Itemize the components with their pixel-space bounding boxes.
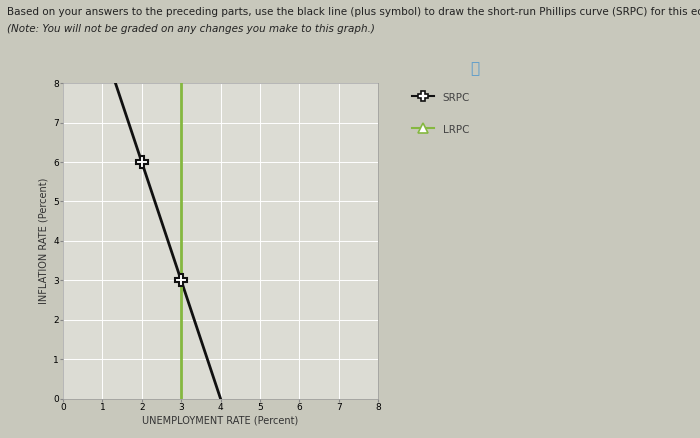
- Text: ⓘ: ⓘ: [470, 61, 480, 76]
- Text: (Note: You will not be graded on any changes you make to this graph.): (Note: You will not be graded on any cha…: [7, 24, 375, 34]
- X-axis label: UNEMPLOYMENT RATE (Percent): UNEMPLOYMENT RATE (Percent): [142, 416, 299, 426]
- Legend: SRPC, LRPC: SRPC, LRPC: [408, 88, 473, 139]
- Y-axis label: INFLATION RATE (Percent): INFLATION RATE (Percent): [39, 178, 49, 304]
- Text: Based on your answers to the preceding parts, use the black line (plus symbol) t: Based on your answers to the preceding p…: [7, 7, 700, 17]
